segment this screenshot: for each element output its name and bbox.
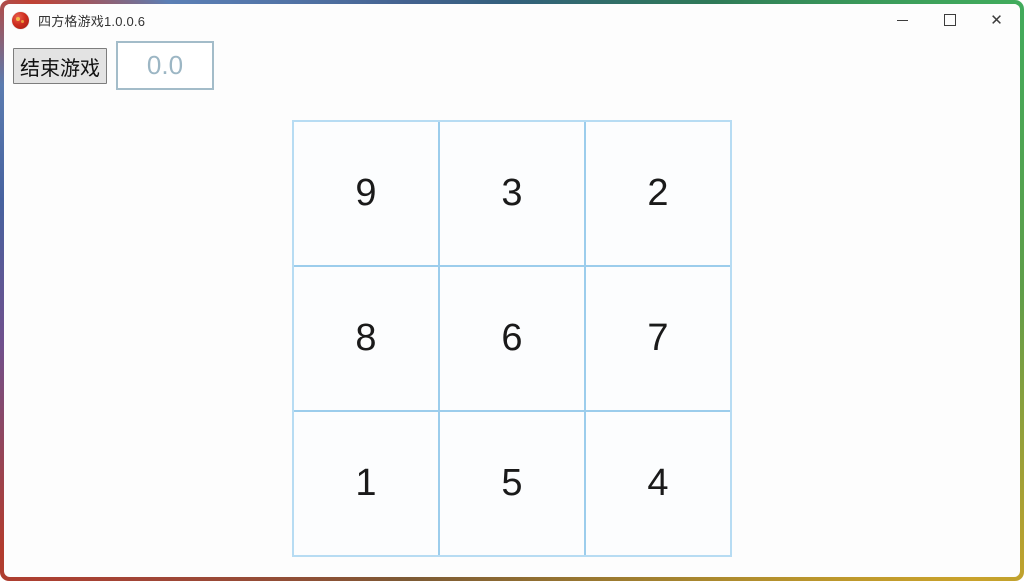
window-title: 四方格游戏1.0.0.6 bbox=[38, 13, 146, 29]
title-bar[interactable]: 四方格游戏1.0.0.6 ✕ bbox=[4, 4, 1020, 36]
grid-cell-6[interactable]: 7 bbox=[586, 267, 730, 410]
minimize-icon bbox=[897, 19, 908, 21]
maximize-icon bbox=[943, 14, 956, 26]
grid-cell-2[interactable]: 3 bbox=[440, 122, 584, 265]
minimize-button[interactable] bbox=[879, 4, 926, 36]
app-icon bbox=[12, 11, 29, 29]
grid-cell-3[interactable]: 2 bbox=[586, 122, 730, 265]
end-game-button[interactable]: 结束游戏 bbox=[13, 48, 107, 84]
grid-cell-4[interactable]: 8 bbox=[294, 267, 438, 410]
grid-cell-8[interactable]: 5 bbox=[440, 412, 584, 555]
close-icon: ✕ bbox=[990, 10, 1003, 29]
close-button[interactable]: ✕ bbox=[973, 4, 1020, 36]
grid-cell-9[interactable]: 4 bbox=[586, 412, 730, 555]
app-window: 四方格游戏1.0.0.6 ✕ 结束游戏 932 867 154 bbox=[4, 4, 1020, 577]
grid-cell-1[interactable]: 9 bbox=[294, 122, 438, 265]
window-controls: ✕ bbox=[879, 4, 1020, 36]
maximize-button[interactable] bbox=[926, 4, 973, 36]
grid-cell-5[interactable]: 6 bbox=[440, 267, 584, 410]
score-field[interactable] bbox=[116, 41, 214, 90]
grid-cell-7[interactable]: 1 bbox=[294, 412, 438, 555]
